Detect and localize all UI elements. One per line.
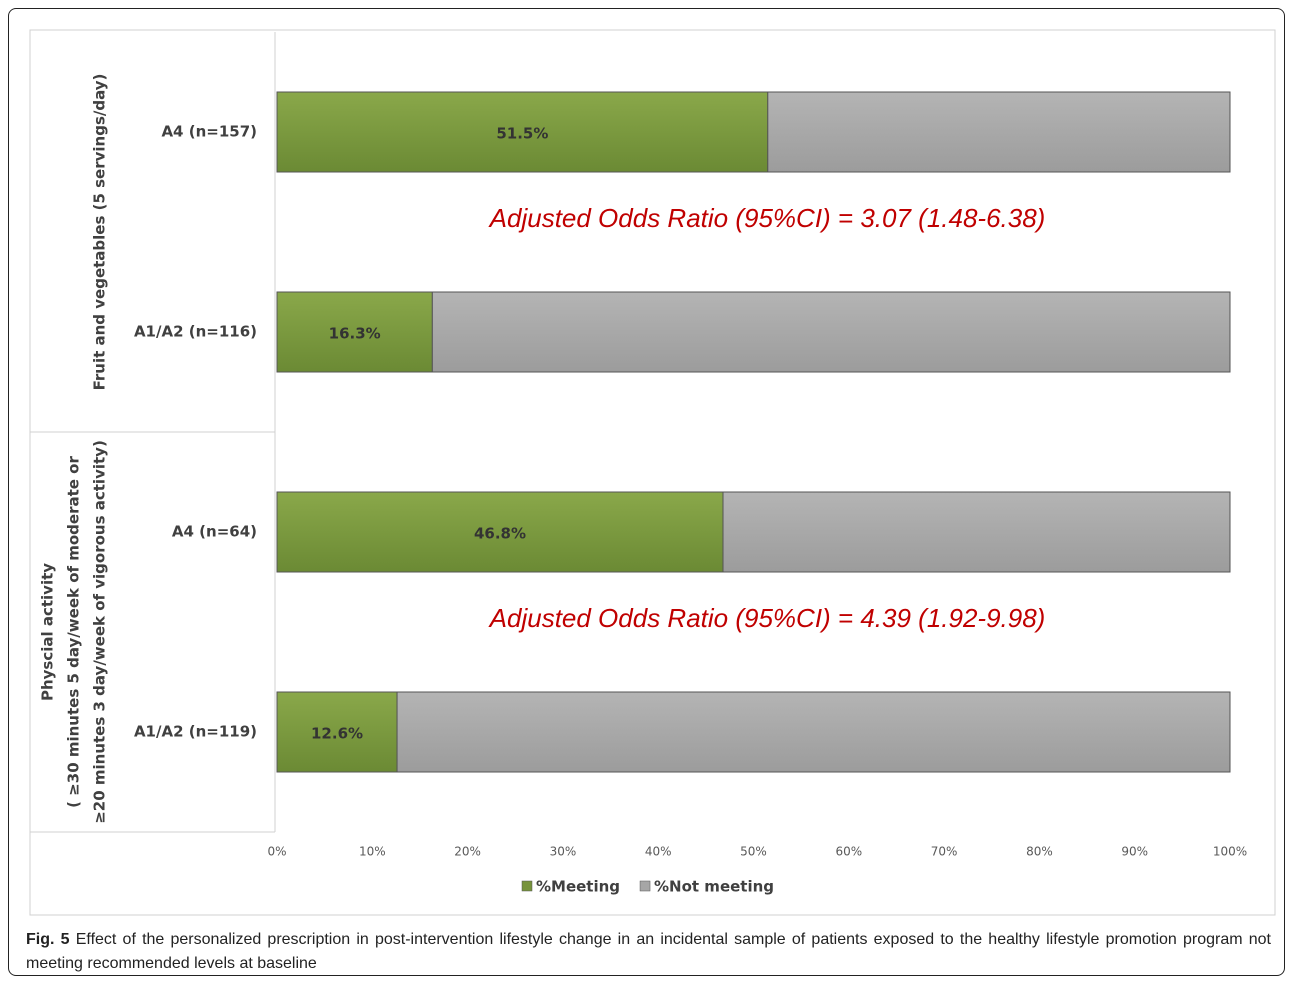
x-tick-label: 60% [835,845,862,859]
category-label: A1/A2 (n=119) [134,723,257,741]
annotation: Adjusted Odds Ratio (95%CI) = 4.39 (1.92… [488,603,1046,633]
category-label: A1/A2 (n=116) [134,323,257,341]
plot-border [29,29,1276,916]
bar-segment [431,291,1231,373]
bar-segment [276,91,769,173]
category-label: A4 (n=64) [172,523,257,541]
x-tick-label: 40% [645,845,672,859]
caption: Fig. 5 Effect of the personalized prescr… [26,928,1271,976]
x-tick-label: 70% [931,845,958,859]
group-label: ≥20 minutes 3 day/week of vigorous activ… [91,440,109,824]
x-tick-label: 10% [359,845,386,859]
chart: Fruit and vegetables (5 servings/day) Adj… [29,29,1276,916]
bar-segment [276,691,398,773]
x-tick-label: 50% [740,845,767,859]
value-label: 16.3% [329,325,381,343]
figure-frame [8,8,1285,976]
legend-label: %Not meeting [654,878,774,896]
category-label: A4 (n=157) [161,123,257,141]
x-tick-label: 80% [1026,845,1053,859]
x-tick-label: 30% [550,845,577,859]
caption-text: Effect of the personalized prescription … [26,931,1271,972]
group-label: Fruit and vegetables (5 servings/day) [91,74,109,391]
group-label: ( ≥30 minutes 5 day/week of moderate or [65,456,83,808]
bar-segment [276,491,724,573]
annotation: Adjusted Odds Ratio (95%CI) = 3.07 (1.48… [488,203,1046,233]
value-label: 51.5% [496,125,548,143]
legend-label: %Meeting [536,878,620,896]
legend-swatch [521,880,533,892]
bar-segment [396,691,1231,773]
caption-label: Fig. 5 [26,931,70,948]
legend-swatch [639,880,651,892]
x-tick-label: 100% [1213,845,1247,859]
x-tick-label: 20% [454,845,481,859]
value-label: 46.8% [474,525,526,543]
value-label: 12.6% [311,725,363,743]
group-label: Physcial activity [39,563,57,701]
bar-segment [722,491,1231,573]
bar-segment [767,91,1231,173]
x-tick-label: 0% [267,845,286,859]
x-tick-label: 90% [1121,845,1148,859]
